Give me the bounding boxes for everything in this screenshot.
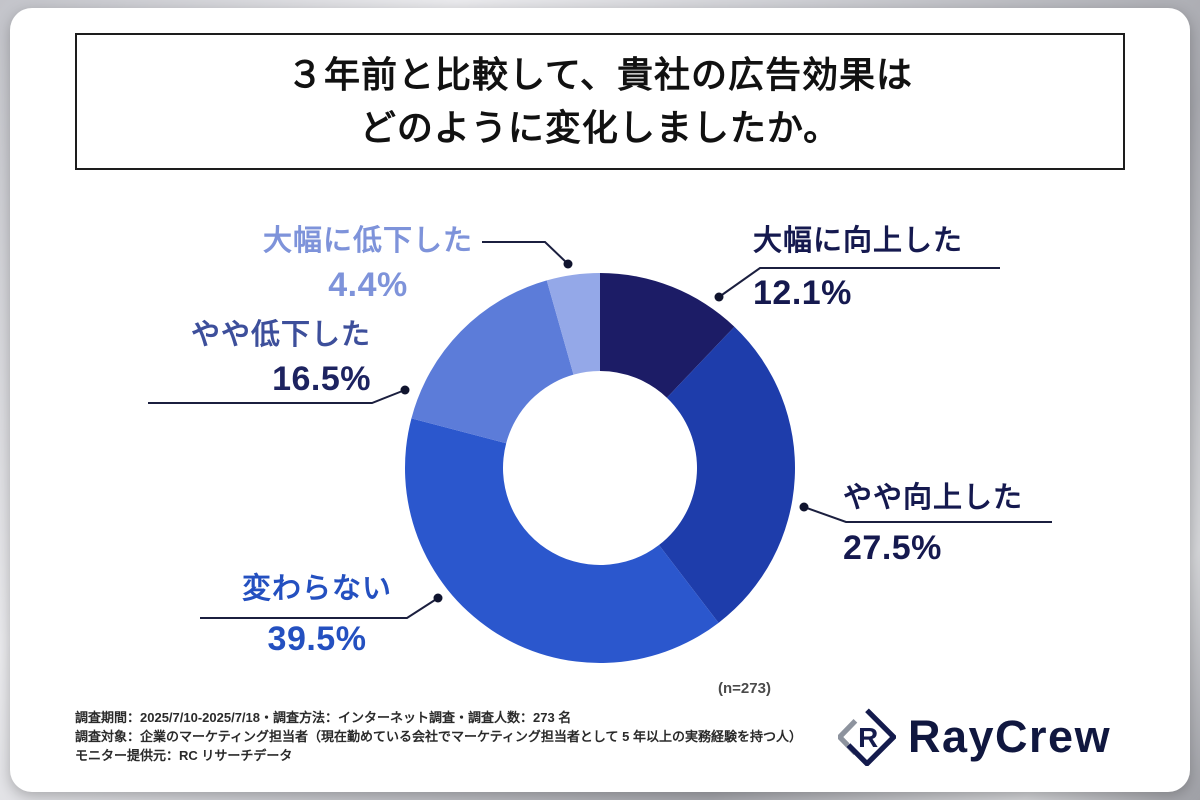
segment-label-somewhat-declined: やや低下した 16.5% — [143, 318, 371, 398]
segment-pct-text: 39.5% — [267, 619, 367, 658]
survey-note-line2: 調査対象：企業のマーケティング担当者（現在勤めている会社でマーケティング担当者と… — [75, 729, 802, 744]
title-box: ３年前と比較して、貴社の広告効果は どのように変化しましたか。 — [75, 33, 1125, 170]
segment-pct-text: 16.5% — [272, 359, 371, 398]
raycrew-logo: R RayCrew — [838, 708, 1111, 766]
segment-pct-text: 27.5% — [843, 528, 942, 567]
page-title-line2: どのように変化しましたか。 — [359, 106, 841, 148]
segment-label-greatly-declined: 大幅に低下した 4.4% — [262, 224, 474, 304]
sample-size-label: (n=273) — [718, 680, 771, 697]
raycrew-logo-icon: R — [838, 708, 896, 766]
segment-label-text: 大幅に低下した — [262, 225, 473, 257]
segment-label-somewhat-improved: やや向上した 27.5% — [843, 481, 1023, 567]
segment-label-text: やや低下した — [190, 319, 371, 351]
segment-pct-text: 12.1% — [753, 273, 852, 312]
raycrew-logo-text: RayCrew — [908, 711, 1112, 762]
survey-note-line3: モニター提供元：RC リサーチデータ — [75, 748, 293, 763]
page-title-line1: ３年前と比較して、貴社の広告効果は — [286, 54, 914, 96]
segment-label-text: やや向上した — [843, 482, 1024, 514]
survey-note-line1: 調査期間：2025/7/10-2025/7/18・調査方法：インターネット調査・… — [75, 710, 572, 725]
segment-label-no-change: 変わらない 39.5% — [198, 572, 436, 658]
logo-diamond — [846, 708, 896, 766]
logo-letter-r: R — [858, 722, 878, 753]
segment-pct-text: 4.4% — [328, 265, 408, 304]
segment-label-greatly-improved: 大幅に向上した 12.1% — [753, 224, 963, 312]
segment-label-text: 大幅に向上した — [753, 225, 964, 257]
survey-notes: 調査期間：2025/7/10-2025/7/18・調査方法：インターネット調査・… — [75, 708, 802, 765]
segment-label-text: 変わらない — [241, 573, 392, 605]
